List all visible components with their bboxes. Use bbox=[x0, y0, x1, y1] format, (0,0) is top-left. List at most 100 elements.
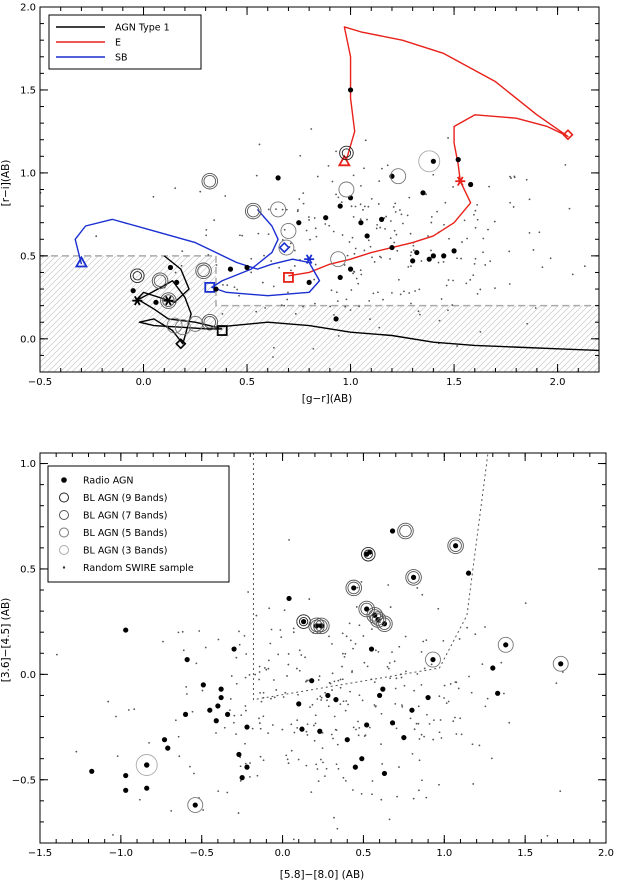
bl-agn-ring bbox=[135, 754, 158, 776]
agn-wedge bbox=[252, 452, 489, 701]
bl-agn-ring bbox=[270, 201, 287, 218]
random-sample-point bbox=[438, 731, 441, 734]
random-sample-point bbox=[336, 743, 339, 746]
random-sample-point bbox=[270, 697, 272, 700]
random-sample-point bbox=[250, 271, 253, 274]
bl-agn-ring bbox=[160, 292, 177, 309]
random-sample-point bbox=[413, 689, 416, 692]
random-sample-point bbox=[298, 669, 301, 672]
random-sample-point bbox=[313, 739, 316, 742]
random-sample-point bbox=[397, 278, 400, 281]
random-sample-point bbox=[420, 260, 423, 262]
random-sample-point bbox=[469, 278, 472, 281]
random-sample-point bbox=[238, 630, 240, 633]
random-sample-point bbox=[398, 645, 401, 648]
random-sample-point bbox=[281, 728, 284, 731]
random-sample-point bbox=[297, 208, 299, 211]
random-sample-point bbox=[415, 722, 418, 725]
random-sample-point bbox=[269, 642, 272, 645]
random-sample-point bbox=[447, 309, 449, 312]
random-sample-point bbox=[343, 655, 346, 658]
random-sample-point bbox=[259, 755, 262, 758]
random-sample-point bbox=[217, 638, 220, 641]
random-sample-point bbox=[443, 684, 446, 687]
radio-agn-point bbox=[420, 190, 426, 196]
random-sample-point bbox=[297, 693, 299, 696]
random-sample-point bbox=[466, 237, 468, 240]
random-sample-point bbox=[484, 705, 487, 708]
random-sample-point bbox=[293, 265, 296, 267]
random-sample-point bbox=[286, 675, 288, 677]
random-sample-point bbox=[389, 677, 392, 680]
radio-agn-point bbox=[490, 665, 496, 671]
random-sample-point bbox=[287, 291, 289, 294]
random-sample-point bbox=[247, 591, 250, 593]
random-sample-point bbox=[294, 312, 297, 315]
radio-agn-point bbox=[430, 158, 436, 164]
random-sample-point bbox=[202, 809, 205, 811]
random-sample-point bbox=[305, 679, 308, 682]
random-sample-point bbox=[317, 780, 320, 783]
random-sample-point bbox=[282, 696, 285, 698]
random-sample-point bbox=[410, 251, 413, 254]
random-sample-point bbox=[180, 264, 183, 267]
random-sample-point bbox=[442, 639, 445, 642]
random-sample-point bbox=[454, 681, 457, 684]
radio-agn-point bbox=[174, 279, 180, 286]
random-sample-point bbox=[447, 137, 449, 139]
random-sample-point bbox=[355, 277, 358, 280]
random-sample-point bbox=[328, 635, 330, 638]
track-markers bbox=[74, 129, 574, 350]
random-sample-point bbox=[361, 699, 364, 702]
random-sample-point bbox=[400, 676, 403, 679]
random-sample-point bbox=[314, 722, 317, 725]
random-sample-point bbox=[332, 737, 334, 740]
random-sample-point bbox=[459, 717, 462, 720]
random-sample-point bbox=[277, 653, 280, 656]
random-sample-point bbox=[332, 230, 335, 233]
random-sample-point bbox=[275, 208, 277, 211]
random-sample-point bbox=[319, 695, 322, 698]
random-sample-point bbox=[205, 228, 208, 231]
random-sample-point bbox=[280, 636, 283, 639]
radio-agn-point bbox=[300, 619, 307, 625]
random-sample-point bbox=[309, 238, 311, 241]
bl-agn-ring bbox=[313, 617, 330, 635]
y-tick-label: −0.5 bbox=[12, 775, 36, 786]
radio-agn-point bbox=[323, 215, 329, 221]
random-sample-point bbox=[316, 768, 319, 770]
random-sample-point bbox=[367, 205, 370, 208]
random-sample-point bbox=[236, 288, 239, 291]
random-sample-point bbox=[351, 236, 354, 239]
color-color-plot-irac: −1.5 −1.0 −0.5 0.0 0.5 1.0 1.5 2.0 −0.5 0.0 0.5 1.0… bbox=[0, 452, 614, 881]
random-sample-point bbox=[333, 715, 336, 718]
bl-agn-ring bbox=[244, 202, 262, 220]
random-sample-point bbox=[258, 722, 261, 724]
random-sample-point bbox=[235, 733, 237, 736]
region-boundary bbox=[40, 255, 599, 307]
legend-symbol bbox=[59, 510, 69, 520]
random-sample-point bbox=[391, 651, 393, 654]
radio-agn-point bbox=[430, 656, 436, 663]
random-sample-point bbox=[474, 226, 477, 229]
random-sample-point bbox=[389, 606, 392, 608]
random-sample-point bbox=[302, 305, 304, 308]
random-sample-point bbox=[357, 734, 360, 737]
legend-symbol bbox=[59, 492, 69, 503]
random-sample-point bbox=[378, 326, 381, 329]
random-sample-point bbox=[360, 581, 363, 583]
random-sample-point bbox=[406, 214, 409, 217]
random-sample-point bbox=[255, 174, 258, 177]
random-sample-point bbox=[262, 759, 265, 762]
random-sample-point bbox=[437, 607, 440, 610]
random-sample-point bbox=[322, 761, 324, 764]
random-sample-point bbox=[258, 143, 261, 146]
radio-agn-point bbox=[451, 248, 457, 254]
random-sample-point bbox=[410, 265, 412, 268]
random-sample-point bbox=[275, 689, 278, 691]
random-sample-point bbox=[315, 763, 318, 766]
random-sample-point bbox=[260, 700, 263, 703]
random-sample-point bbox=[525, 178, 528, 181]
random-sample-point bbox=[258, 671, 261, 673]
random-sample-point bbox=[377, 650, 380, 653]
